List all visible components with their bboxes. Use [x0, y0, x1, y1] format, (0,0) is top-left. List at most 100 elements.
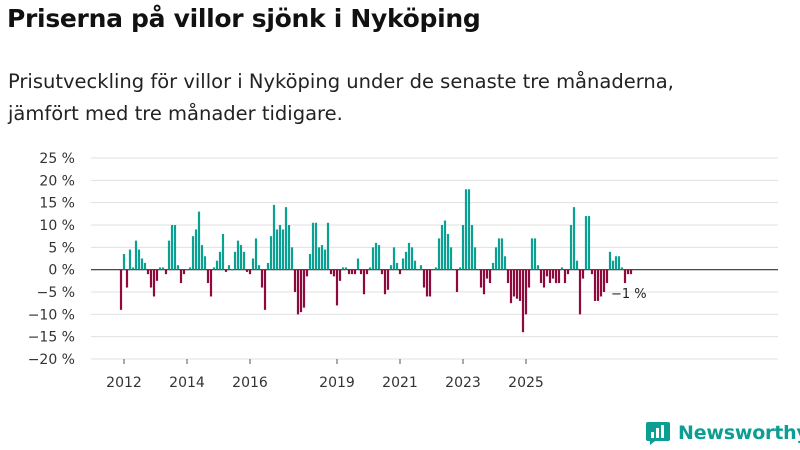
- bar: [173, 225, 177, 270]
- bar: [344, 267, 348, 270]
- bar: [236, 240, 240, 270]
- bar: [230, 269, 234, 271]
- bar: [197, 211, 201, 270]
- x-tick-label: 2023: [445, 375, 481, 391]
- bar: [563, 269, 567, 284]
- bar: [314, 222, 318, 270]
- bar: [242, 251, 246, 270]
- bar: [395, 262, 399, 270]
- bar: [407, 242, 411, 270]
- bar: [257, 265, 261, 270]
- bar: [425, 269, 429, 297]
- bar: [605, 269, 609, 284]
- bar: [473, 247, 477, 270]
- bar: [254, 238, 258, 270]
- bar: [278, 225, 282, 270]
- bar: [182, 269, 186, 275]
- bar: [290, 247, 294, 270]
- bar: [398, 269, 402, 275]
- bar: [356, 258, 360, 270]
- bar: [317, 247, 321, 270]
- bar: [584, 216, 588, 270]
- chart-subtitle: Prisutveckling för villor i Nyköping und…: [8, 66, 788, 130]
- y-tick-label: −20 %: [28, 352, 75, 368]
- bar: [527, 269, 531, 288]
- bar: [428, 269, 432, 297]
- y-tick-label: 10 %: [39, 218, 75, 234]
- bar: [437, 238, 441, 270]
- bar: [452, 269, 456, 271]
- newsworthy-logo[interactable]: Newsworthy: [645, 420, 800, 446]
- bar: [410, 247, 414, 270]
- bar: [374, 242, 378, 270]
- bar: [371, 247, 375, 270]
- bar: [206, 269, 210, 284]
- bar: [359, 269, 363, 275]
- bar: [122, 254, 126, 270]
- bar: [500, 238, 504, 270]
- bar: [143, 262, 147, 270]
- bar: [566, 269, 570, 275]
- bar: [281, 229, 285, 270]
- bar: [338, 269, 342, 281]
- x-tick-label: 2014: [169, 375, 205, 391]
- bar: [416, 269, 420, 271]
- bar: [248, 269, 252, 275]
- x-axis: 2012 2014 2016 2019 2021 2023 2025: [106, 359, 544, 391]
- bar: [458, 267, 462, 270]
- bar: [146, 269, 150, 275]
- bar: [353, 269, 357, 275]
- subtitle-line-1: Prisutveckling för villor i Nyköping und…: [8, 70, 674, 93]
- bar: [533, 238, 537, 270]
- x-tick-label: 2016: [232, 375, 268, 391]
- x-tick-label: 2021: [382, 375, 418, 391]
- bar: [506, 269, 510, 284]
- bar: [548, 269, 552, 284]
- bar: [476, 269, 480, 271]
- bar: [341, 267, 345, 270]
- bar: [491, 262, 495, 270]
- bar: [569, 225, 573, 270]
- bar: [209, 269, 213, 297]
- bar: [176, 265, 180, 270]
- bar: [311, 222, 315, 270]
- bar: [461, 225, 465, 270]
- bar: [170, 225, 174, 270]
- annotations: −1 %: [611, 287, 647, 302]
- bar: [599, 269, 603, 297]
- bar: [479, 269, 483, 288]
- bar: [272, 204, 276, 270]
- bar: [494, 247, 498, 270]
- bar: [446, 233, 450, 270]
- bar: [623, 269, 627, 284]
- bar: [128, 249, 132, 270]
- bar: [440, 225, 444, 270]
- y-tick-label: −15 %: [28, 330, 75, 346]
- bar: [167, 240, 171, 270]
- bar: [350, 269, 354, 275]
- bar: [149, 269, 153, 288]
- bar: [545, 269, 549, 277]
- bar: [305, 269, 309, 277]
- bar: [470, 225, 474, 270]
- y-tick-label: 5 %: [48, 240, 75, 256]
- bar: [299, 269, 303, 313]
- bar: [164, 269, 168, 275]
- bar: [224, 269, 228, 272]
- bar: [620, 267, 624, 270]
- bar: [380, 269, 384, 275]
- bar: [239, 245, 243, 270]
- bar: [137, 249, 141, 270]
- bar: [203, 256, 207, 270]
- bar: [158, 267, 162, 270]
- bar: [539, 269, 543, 284]
- bar: [467, 189, 471, 270]
- bar: [368, 267, 372, 270]
- bar: [287, 225, 291, 270]
- bar: [221, 233, 225, 270]
- y-tick-label: −5 %: [37, 285, 75, 301]
- bar: [140, 258, 144, 270]
- bar: [326, 222, 330, 270]
- bar: [185, 269, 189, 271]
- bar: [557, 269, 561, 284]
